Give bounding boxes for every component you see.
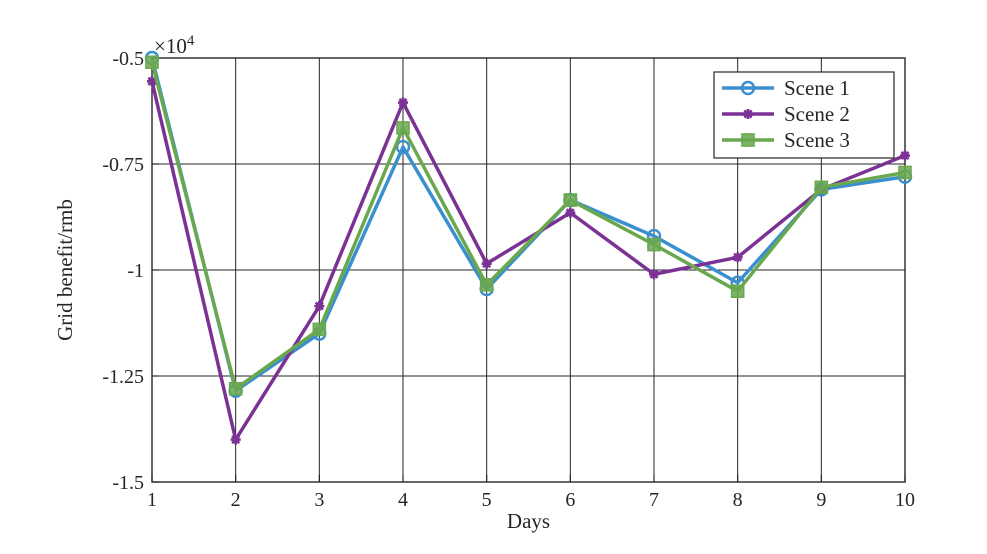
- legend-item: Scene 1: [722, 76, 850, 100]
- axis-ticks: 1 2 3 4 5 6 7 8 9 10 -1.5 -1.25 -1 -0.75 -0.5: [102, 48, 915, 511]
- axis-scale-multiplier: ×104: [154, 33, 195, 58]
- x-tick-label: 3: [314, 489, 324, 511]
- data-point: [898, 165, 912, 180]
- legend-marker: [740, 80, 756, 96]
- legend-item: Scene 3: [722, 128, 850, 152]
- x-tick-label: 4: [398, 489, 408, 511]
- x-tick-label: 1: [147, 489, 157, 511]
- data-point: [314, 301, 325, 312]
- y-tick-label: -1.25: [102, 366, 144, 388]
- series-line: [150, 61, 906, 391]
- legend-marker: [741, 133, 755, 147]
- y-tick-label: -0.5: [112, 48, 144, 70]
- series-group: [144, 50, 913, 445]
- data-point: [649, 269, 659, 280]
- x-axis-label: Days: [507, 509, 550, 533]
- data-point: [730, 284, 745, 299]
- data-point: [814, 180, 829, 195]
- y-tick-label: -1.5: [112, 472, 144, 494]
- data-point: [479, 278, 494, 292]
- data-point: [395, 139, 411, 155]
- scale-prefix: ×10: [154, 34, 187, 58]
- legend-item: Scene 2: [722, 102, 850, 126]
- scale-exponent: 4: [187, 33, 195, 49]
- series-2: [147, 76, 910, 445]
- x-tick-label: 9: [816, 489, 826, 511]
- x-tick-label: 8: [733, 489, 743, 511]
- data-point: [565, 207, 576, 218]
- y-tick-label: -1: [127, 260, 144, 282]
- data-point: [398, 97, 408, 108]
- data-point: [145, 55, 159, 70]
- y-axis-label: Grid benefit/rmb: [53, 199, 77, 341]
- legend-label: Scene 3: [784, 128, 850, 152]
- legend-label: Scene 2: [784, 102, 850, 126]
- data-point: [230, 434, 241, 445]
- data-point: [563, 193, 578, 207]
- x-tick-label: 5: [482, 489, 492, 511]
- series-line: [150, 80, 906, 442]
- data-point: [481, 258, 492, 269]
- x-tick-label: 2: [231, 489, 241, 511]
- x-tick-label: 6: [565, 489, 575, 511]
- legend-label: Scene 1: [784, 76, 850, 100]
- series-3: [145, 55, 912, 396]
- data-point: [396, 121, 410, 135]
- data-point: [228, 381, 243, 396]
- data-point: [147, 76, 157, 87]
- x-tick-label: 10: [895, 489, 915, 511]
- data-point: [732, 252, 743, 263]
- data-point: [647, 237, 661, 252]
- x-tick-label: 7: [649, 489, 659, 511]
- y-tick-label: -0.75: [102, 154, 144, 176]
- data-point: [900, 150, 910, 161]
- legend-marker: [743, 109, 753, 119]
- data-point: [312, 322, 327, 337]
